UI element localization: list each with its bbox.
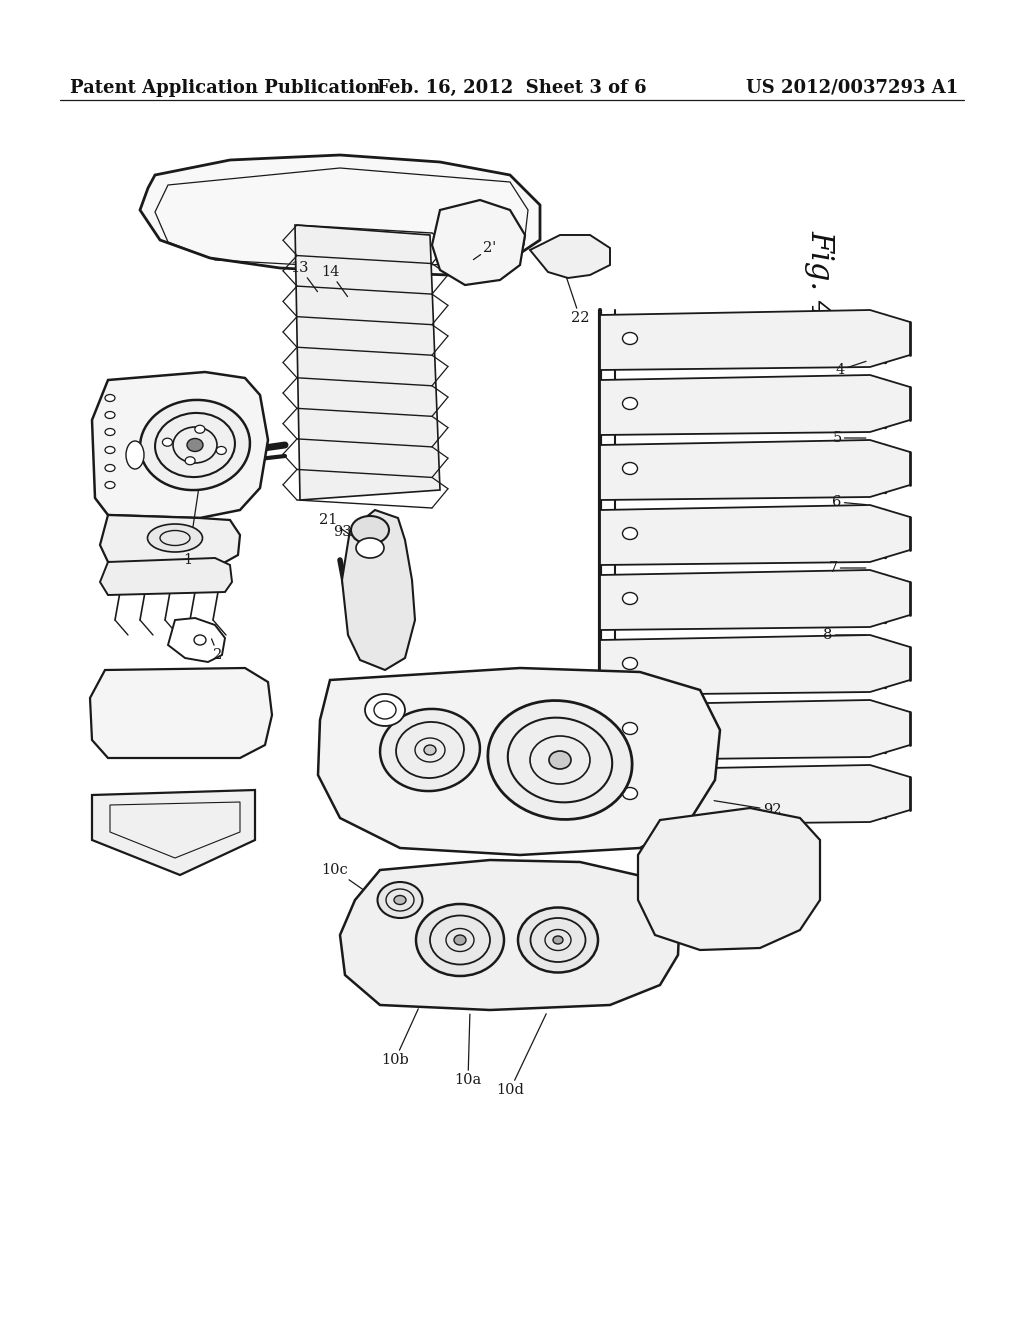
- Ellipse shape: [378, 882, 423, 917]
- Ellipse shape: [623, 657, 638, 669]
- Text: 2': 2': [473, 242, 497, 260]
- Text: 1: 1: [183, 484, 200, 568]
- Polygon shape: [295, 224, 440, 500]
- Polygon shape: [530, 235, 610, 279]
- Polygon shape: [140, 154, 540, 275]
- Text: Fig. 4: Fig. 4: [805, 231, 836, 319]
- Polygon shape: [342, 510, 415, 671]
- Ellipse shape: [185, 457, 196, 465]
- Ellipse shape: [105, 482, 115, 488]
- Text: US 2012/0037293 A1: US 2012/0037293 A1: [745, 79, 958, 96]
- Ellipse shape: [365, 694, 406, 726]
- Text: Patent Application Publication: Patent Application Publication: [70, 79, 380, 96]
- Text: 10d: 10d: [496, 1014, 546, 1097]
- Ellipse shape: [105, 446, 115, 454]
- Ellipse shape: [623, 397, 638, 409]
- Ellipse shape: [623, 593, 638, 605]
- Polygon shape: [92, 789, 255, 875]
- Polygon shape: [600, 310, 910, 370]
- Text: 92: 92: [714, 801, 781, 817]
- Text: 22: 22: [561, 261, 589, 325]
- Ellipse shape: [424, 744, 436, 755]
- Polygon shape: [600, 766, 910, 825]
- Polygon shape: [168, 618, 225, 663]
- Text: 91: 91: [705, 830, 765, 847]
- Text: 8: 8: [823, 628, 866, 642]
- Ellipse shape: [623, 722, 638, 734]
- Polygon shape: [600, 570, 910, 630]
- Ellipse shape: [194, 635, 206, 645]
- Text: 7: 7: [828, 561, 866, 576]
- Ellipse shape: [623, 528, 638, 540]
- Polygon shape: [638, 808, 820, 950]
- Polygon shape: [600, 375, 910, 436]
- Polygon shape: [340, 861, 680, 1010]
- Ellipse shape: [147, 524, 203, 552]
- Ellipse shape: [163, 438, 172, 446]
- Polygon shape: [600, 506, 910, 565]
- Ellipse shape: [105, 465, 115, 471]
- Ellipse shape: [553, 936, 563, 944]
- Ellipse shape: [623, 333, 638, 345]
- Ellipse shape: [394, 895, 406, 904]
- Ellipse shape: [454, 935, 466, 945]
- Text: 2: 2: [212, 639, 222, 663]
- Text: 21: 21: [318, 513, 351, 536]
- Ellipse shape: [356, 539, 384, 558]
- Polygon shape: [600, 635, 910, 696]
- Ellipse shape: [187, 438, 203, 451]
- Ellipse shape: [549, 751, 571, 770]
- Text: 93: 93: [333, 525, 372, 548]
- Ellipse shape: [380, 709, 480, 791]
- Text: 4: 4: [836, 362, 866, 378]
- Ellipse shape: [487, 701, 632, 820]
- Text: 10b: 10b: [381, 1008, 418, 1067]
- Ellipse shape: [105, 429, 115, 436]
- Polygon shape: [100, 515, 240, 565]
- Text: Feb. 16, 2012  Sheet 3 of 6: Feb. 16, 2012 Sheet 3 of 6: [377, 79, 647, 96]
- Polygon shape: [100, 558, 232, 595]
- Ellipse shape: [351, 516, 389, 544]
- Ellipse shape: [518, 908, 598, 973]
- Text: 5: 5: [833, 432, 866, 445]
- Ellipse shape: [105, 395, 115, 401]
- Text: 10a: 10a: [455, 1014, 481, 1086]
- Ellipse shape: [416, 904, 504, 975]
- Polygon shape: [90, 668, 272, 758]
- Text: 10c: 10c: [322, 863, 375, 898]
- Ellipse shape: [126, 441, 144, 469]
- Polygon shape: [432, 201, 525, 285]
- Ellipse shape: [140, 400, 250, 490]
- Ellipse shape: [105, 412, 115, 418]
- Text: 6: 6: [833, 495, 866, 510]
- Polygon shape: [318, 668, 720, 855]
- Polygon shape: [600, 440, 910, 500]
- Ellipse shape: [216, 446, 226, 454]
- Text: 13: 13: [291, 261, 317, 292]
- Ellipse shape: [623, 788, 638, 800]
- Text: 14: 14: [321, 265, 347, 297]
- Ellipse shape: [623, 462, 638, 474]
- Ellipse shape: [195, 425, 205, 433]
- Polygon shape: [600, 700, 910, 760]
- Polygon shape: [92, 372, 268, 517]
